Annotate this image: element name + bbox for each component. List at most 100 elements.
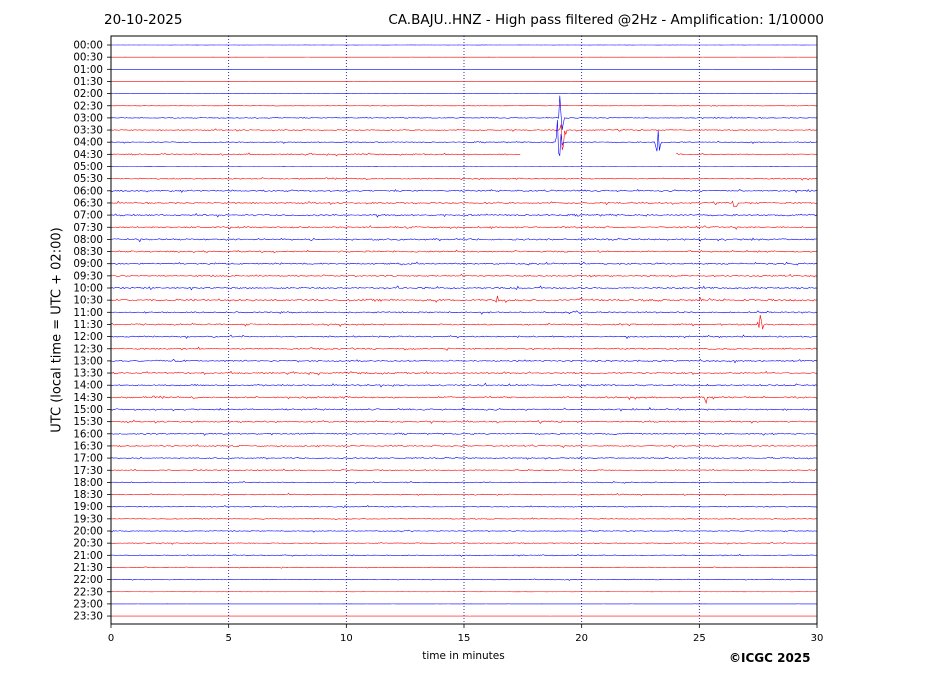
y-tick-label-0200: 02:00 — [73, 88, 103, 100]
y-tick-label-1300: 13:00 — [73, 355, 103, 367]
y-tick-label-2130: 21:30 — [73, 562, 103, 574]
copyright-text: ©ICGC 2025 — [729, 651, 811, 665]
y-tick-label-0500: 05:00 — [73, 161, 103, 173]
trace-1430 — [110, 395, 817, 405]
trace-0700 — [110, 213, 817, 218]
trace-1800 — [110, 480, 817, 484]
y-tick-label-2030: 20:30 — [73, 538, 103, 550]
y-tick-label-0800: 08:00 — [73, 234, 103, 246]
trace-1330 — [110, 370, 817, 376]
chart-date: 20-10-2025 — [104, 12, 183, 28]
trace-1100 — [110, 310, 817, 315]
trace-1830 — [110, 492, 817, 497]
trace-1730 — [110, 468, 817, 472]
y-tick-label-0730: 07:30 — [73, 222, 103, 234]
trace-0800 — [110, 237, 817, 243]
trace-1000 — [110, 285, 817, 291]
trace-1130 — [110, 314, 817, 330]
trace-2000 — [110, 529, 817, 533]
x-tick-label-10: 10 — [340, 633, 353, 644]
x-axis-label-text: time in minutes — [422, 650, 505, 662]
trace-0730 — [110, 225, 817, 230]
y-tick-label-0430: 04:30 — [73, 149, 103, 161]
y-tick-label-1000: 10:00 — [73, 283, 103, 295]
y-tick-label-0930: 09:30 — [73, 270, 103, 282]
y-tick-label-0300: 03:00 — [73, 112, 103, 124]
trace-2130 — [110, 566, 817, 569]
trace-1600 — [110, 432, 817, 436]
trace-1300 — [110, 358, 817, 364]
y-tick-label-0330: 03:30 — [73, 125, 103, 137]
y-tick-label-1530: 15:30 — [73, 416, 103, 428]
y-tick-label-1900: 19:00 — [73, 501, 103, 513]
trace-1630 — [110, 444, 817, 449]
trace-0530 — [110, 177, 817, 181]
y-tick-label-1630: 16:30 — [73, 440, 103, 452]
y-tick-label-0230: 02:30 — [73, 100, 103, 112]
y-tick-label-0530: 05:30 — [73, 173, 103, 185]
trace-1400 — [110, 382, 817, 388]
y-tick-label-1500: 15:00 — [73, 404, 103, 416]
trace-1230 — [110, 346, 817, 351]
trace-0600 — [110, 188, 817, 193]
y-tick-label-1730: 17:30 — [73, 465, 103, 477]
y-tick-label-2230: 22:30 — [73, 586, 103, 598]
y-tick-label-0000: 00:00 — [73, 40, 103, 52]
trace-0930 — [110, 273, 817, 278]
y-ticks: 00:0000:3001:0001:3002:0002:3003:0003:30… — [73, 40, 111, 623]
grid-layer — [228, 36, 700, 624]
y-tick-label-0100: 01:00 — [73, 64, 103, 76]
trace-1700 — [110, 456, 817, 460]
y-tick-label-1130: 11:30 — [73, 319, 103, 331]
trace-0430 — [110, 152, 817, 157]
trace-0630 — [110, 200, 817, 208]
trace-0230 — [110, 105, 817, 107]
trace-2200 — [110, 578, 817, 581]
y-tick-label-0700: 07:00 — [73, 210, 103, 222]
y-tick-label-1230: 12:30 — [73, 343, 103, 355]
y-tick-label-0630: 06:30 — [73, 197, 103, 209]
traces-layer — [110, 44, 817, 617]
y-axis-label: UTC (local time = UTC + 02:00) — [49, 227, 65, 433]
trace-2100 — [110, 553, 817, 557]
y-tick-label-1200: 12:00 — [73, 331, 103, 343]
y-tick-label-0130: 01:30 — [73, 76, 103, 88]
x-tick-label-5: 5 — [225, 633, 231, 644]
trace-0300 — [110, 95, 817, 130]
y-tick-label-0900: 09:00 — [73, 258, 103, 270]
y-tick-label-2200: 22:00 — [73, 574, 103, 586]
y-tick-label-1830: 18:30 — [73, 489, 103, 501]
y-tick-label-1430: 14:30 — [73, 392, 103, 404]
y-tick-label-0600: 06:00 — [73, 185, 103, 197]
y-tick-label-1030: 10:30 — [73, 295, 103, 307]
y-tick-label-1100: 11:00 — [73, 307, 103, 319]
x-axis-label: time in minutes — [0, 650, 927, 662]
y-tick-label-0830: 08:30 — [73, 246, 103, 258]
x-ticks: 0 5 10 15 20 25 30 — [108, 624, 823, 644]
y-tick-label-1600: 16:00 — [73, 428, 103, 440]
y-tick-label-1330: 13:30 — [73, 368, 103, 380]
x-tick-label-25: 25 — [693, 633, 706, 644]
trace-0400 — [110, 119, 817, 156]
chart-title: CA.BAJU..HNZ - High pass filtered @2Hz -… — [388, 12, 824, 28]
y-tick-label-1930: 19:30 — [73, 513, 103, 525]
x-tick-label-20: 20 — [575, 633, 588, 644]
y-tick-label-2000: 20:00 — [73, 526, 103, 538]
trace-0900 — [110, 261, 817, 266]
x-tick-label-0: 0 — [108, 633, 114, 644]
y-tick-label-0400: 04:00 — [73, 137, 103, 149]
trace-0830 — [110, 249, 817, 254]
trace-1900 — [110, 505, 817, 508]
trace-1500 — [110, 406, 817, 412]
trace-0330 — [110, 124, 817, 150]
y-tick-label-1400: 14:00 — [73, 380, 103, 392]
trace-1030 — [110, 295, 817, 304]
trace-1930 — [110, 517, 817, 521]
y-tick-label-2300: 23:00 — [73, 598, 103, 610]
y-tick-label-0030: 00:30 — [73, 52, 103, 64]
trace-2030 — [110, 541, 817, 545]
y-tick-label-2100: 21:00 — [73, 550, 103, 562]
y-tick-label-2330: 23:30 — [73, 611, 103, 623]
y-tick-label-1800: 18:00 — [73, 477, 103, 489]
